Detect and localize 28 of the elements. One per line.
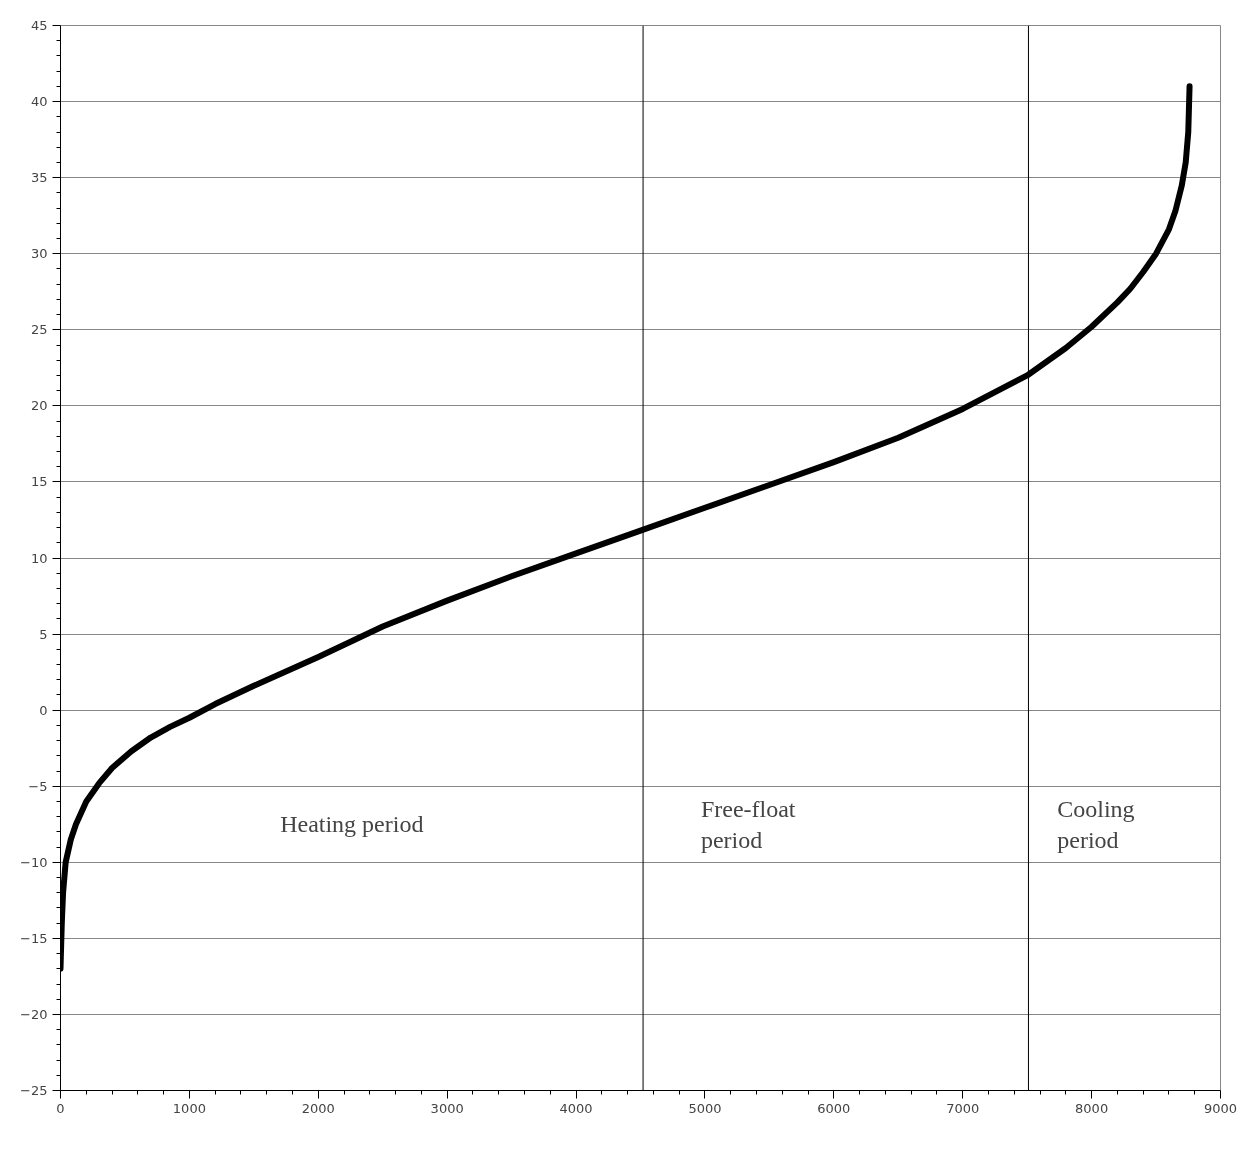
annotation: Heating period (280, 811, 424, 838)
x-tick-label: 1000 (172, 1100, 206, 1116)
y-tick-label: 30 (30, 246, 48, 262)
x-tick-label: 5000 (688, 1100, 722, 1116)
x-tick-label: 4000 (559, 1100, 593, 1116)
y-tick-label: 20 (30, 398, 48, 414)
y-tick-label: 5 (39, 626, 48, 642)
x-tick-label: 8000 (1075, 1100, 1109, 1116)
y-tick-label: −5 (28, 778, 48, 794)
y-tick-label: 40 (30, 94, 48, 110)
x-tick-label: 7000 (946, 1100, 980, 1116)
y-tick-label: −10 (20, 854, 48, 870)
x-tick-label: 2000 (301, 1100, 335, 1116)
y-tick-label: −20 (20, 1006, 48, 1022)
y-tick-label: −25 (20, 1083, 48, 1098)
annotation: Cooling period (1057, 795, 1135, 853)
annotation: Free-float period (700, 795, 796, 853)
x-tick-label: 0 (56, 1100, 65, 1116)
x-tick-label: 9000 (1203, 1100, 1238, 1116)
y-tick-label: 25 (30, 322, 48, 338)
y-tick-label: 0 (39, 702, 48, 718)
y-tick-label: 35 (30, 170, 48, 186)
y-tick-label: 15 (30, 474, 48, 490)
y-tick-label: 45 (30, 18, 48, 33)
y-tick-label: 10 (30, 550, 48, 566)
x-tick-label: 3000 (430, 1100, 464, 1116)
x-tick-label: 6000 (817, 1100, 851, 1116)
y-tick-label: −15 (20, 930, 48, 946)
